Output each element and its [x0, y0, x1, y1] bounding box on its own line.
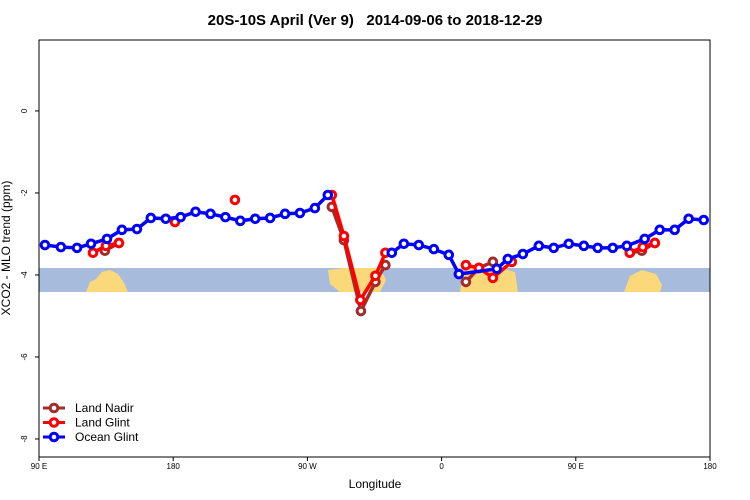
point	[39, 239, 51, 251]
y-tick-label: -6	[20, 353, 29, 361]
point	[592, 242, 604, 254]
point	[85, 238, 97, 250]
x-tick-label: 180	[703, 462, 717, 471]
y-tick-label: -8	[20, 435, 29, 443]
point	[294, 207, 306, 219]
point	[649, 237, 661, 249]
x-axis-label: Longitude	[349, 477, 402, 491]
chart-title: 20S-10S April (Ver 9) 2014-09-06 to 2018…	[208, 12, 543, 29]
point	[190, 206, 201, 218]
plot-frame	[38, 39, 711, 458]
point	[355, 294, 366, 306]
point	[131, 223, 143, 235]
point	[101, 233, 113, 245]
point	[443, 249, 455, 261]
point	[502, 253, 514, 265]
point	[279, 208, 291, 220]
point	[398, 238, 410, 250]
point	[338, 230, 350, 242]
point	[175, 211, 186, 223]
legend-marker	[48, 417, 60, 428]
legend-label: Land Glint	[75, 416, 130, 430]
point	[322, 189, 334, 201]
legend-label: Ocean Glint	[75, 430, 139, 444]
point	[654, 224, 666, 236]
point	[229, 194, 241, 206]
point	[205, 208, 216, 220]
point	[453, 268, 465, 280]
legend-marker	[48, 431, 60, 443]
point	[145, 212, 157, 224]
point	[235, 215, 246, 227]
point	[637, 241, 649, 253]
y-tick-label: -4	[20, 271, 29, 279]
point	[71, 242, 83, 254]
point	[386, 247, 398, 259]
series-line	[104, 206, 656, 317]
point	[460, 276, 472, 288]
x-tick-label: 90 E	[568, 462, 584, 471]
y-axis-label: XCO2 - MLO trend (ppm)	[0, 181, 13, 316]
point	[355, 305, 367, 317]
point	[55, 241, 67, 253]
point	[621, 240, 633, 252]
point	[487, 272, 499, 284]
point	[639, 233, 650, 245]
point	[669, 224, 680, 236]
point	[370, 270, 381, 282]
point	[116, 224, 128, 236]
point	[491, 263, 503, 275]
x-tick-label: 180	[167, 462, 181, 471]
x-tick-label: 90 E	[31, 462, 47, 471]
point	[533, 240, 545, 252]
point	[607, 242, 619, 254]
point	[160, 213, 172, 225]
x-tick-label: 90 W	[298, 462, 317, 471]
legend-label: Land Nadir	[75, 401, 134, 415]
point	[578, 240, 590, 252]
point	[113, 237, 125, 249]
point	[249, 213, 261, 225]
point	[309, 202, 321, 214]
point	[563, 238, 575, 250]
series-line	[44, 193, 704, 277]
point	[683, 213, 694, 225]
point	[548, 242, 560, 254]
point	[413, 239, 425, 251]
point	[428, 243, 440, 255]
y-tick-label: -2	[20, 189, 29, 197]
y-tick-label: 0	[20, 108, 29, 113]
legend-marker	[48, 402, 60, 414]
point	[220, 211, 231, 223]
point	[517, 248, 529, 260]
point	[698, 214, 710, 226]
point	[264, 212, 276, 224]
point	[87, 247, 99, 259]
x-tick-label: 0	[439, 462, 444, 471]
point	[460, 259, 472, 271]
